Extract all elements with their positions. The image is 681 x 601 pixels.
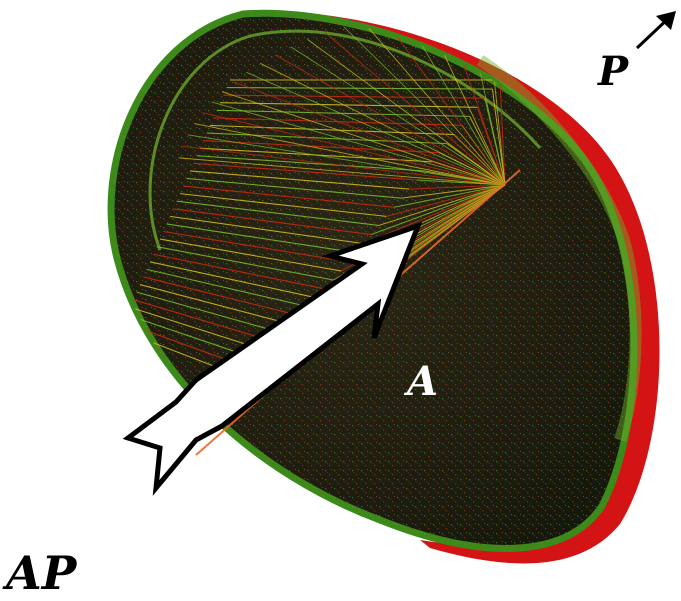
focal-fan-ray [290, 46, 506, 186]
focal-fan-ray [307, 39, 506, 186]
reflected-ray [499, 79, 506, 186]
focal-fan-ray [182, 145, 506, 186]
incident-ray [179, 193, 387, 217]
incident-ray [183, 185, 394, 208]
dish-inner-rim [148, 29, 542, 251]
reflected-ray [409, 184, 506, 190]
reflected-ray [386, 184, 506, 217]
label-a: A [407, 358, 439, 405]
incident-ray [139, 284, 296, 326]
reflected-ray [378, 184, 506, 226]
focal-fan-ray [259, 62, 506, 186]
incident-ray [153, 253, 326, 290]
incident-ray [186, 177, 402, 199]
incident-ray [216, 109, 470, 117]
incident-ray [143, 276, 304, 317]
incident-ray [219, 102, 478, 108]
reflected-ray [371, 184, 506, 236]
focal-fan-ray [246, 71, 506, 186]
focal-fan-ray [381, 16, 506, 186]
focal-fan-ray [325, 32, 506, 186]
incident-ray [163, 230, 349, 263]
incident-ray [166, 223, 357, 254]
small-black-arrow-icon [635, 11, 676, 50]
focal-fan-ray [233, 81, 506, 186]
incident-ray [169, 215, 364, 245]
focal-fan-ray [187, 134, 506, 186]
reflected-ray [393, 184, 506, 208]
reflected-ray [401, 184, 506, 199]
incident-ray [146, 268, 311, 308]
dish-red-rim [262, 11, 660, 564]
incident-ray [173, 208, 372, 236]
incident-ray [136, 291, 289, 336]
incident-ray [189, 170, 410, 190]
focal-fan-ray [362, 20, 506, 186]
arrow-shaft-inner [225, 245, 395, 407]
dish-green-band [476, 55, 642, 442]
label-ap: AP [6, 546, 77, 600]
focal-fan-ray [194, 123, 506, 186]
incident-ray [149, 261, 319, 299]
focal-fan-ray [211, 101, 506, 186]
reflected-ray [469, 116, 506, 186]
label-p: P [598, 48, 629, 95]
incident-ray [196, 155, 425, 172]
focal-fan-ray [202, 112, 506, 186]
focal-fan-ray [178, 157, 506, 186]
incident-ray [159, 238, 342, 272]
focal-fan-ray [343, 26, 506, 186]
incident-ray [193, 162, 417, 181]
incident-ray [156, 246, 334, 281]
focal-fan-ray [221, 91, 506, 186]
incident-ray [176, 200, 379, 227]
focal-fan-ray [274, 54, 506, 186]
reflected-ray [491, 89, 506, 186]
